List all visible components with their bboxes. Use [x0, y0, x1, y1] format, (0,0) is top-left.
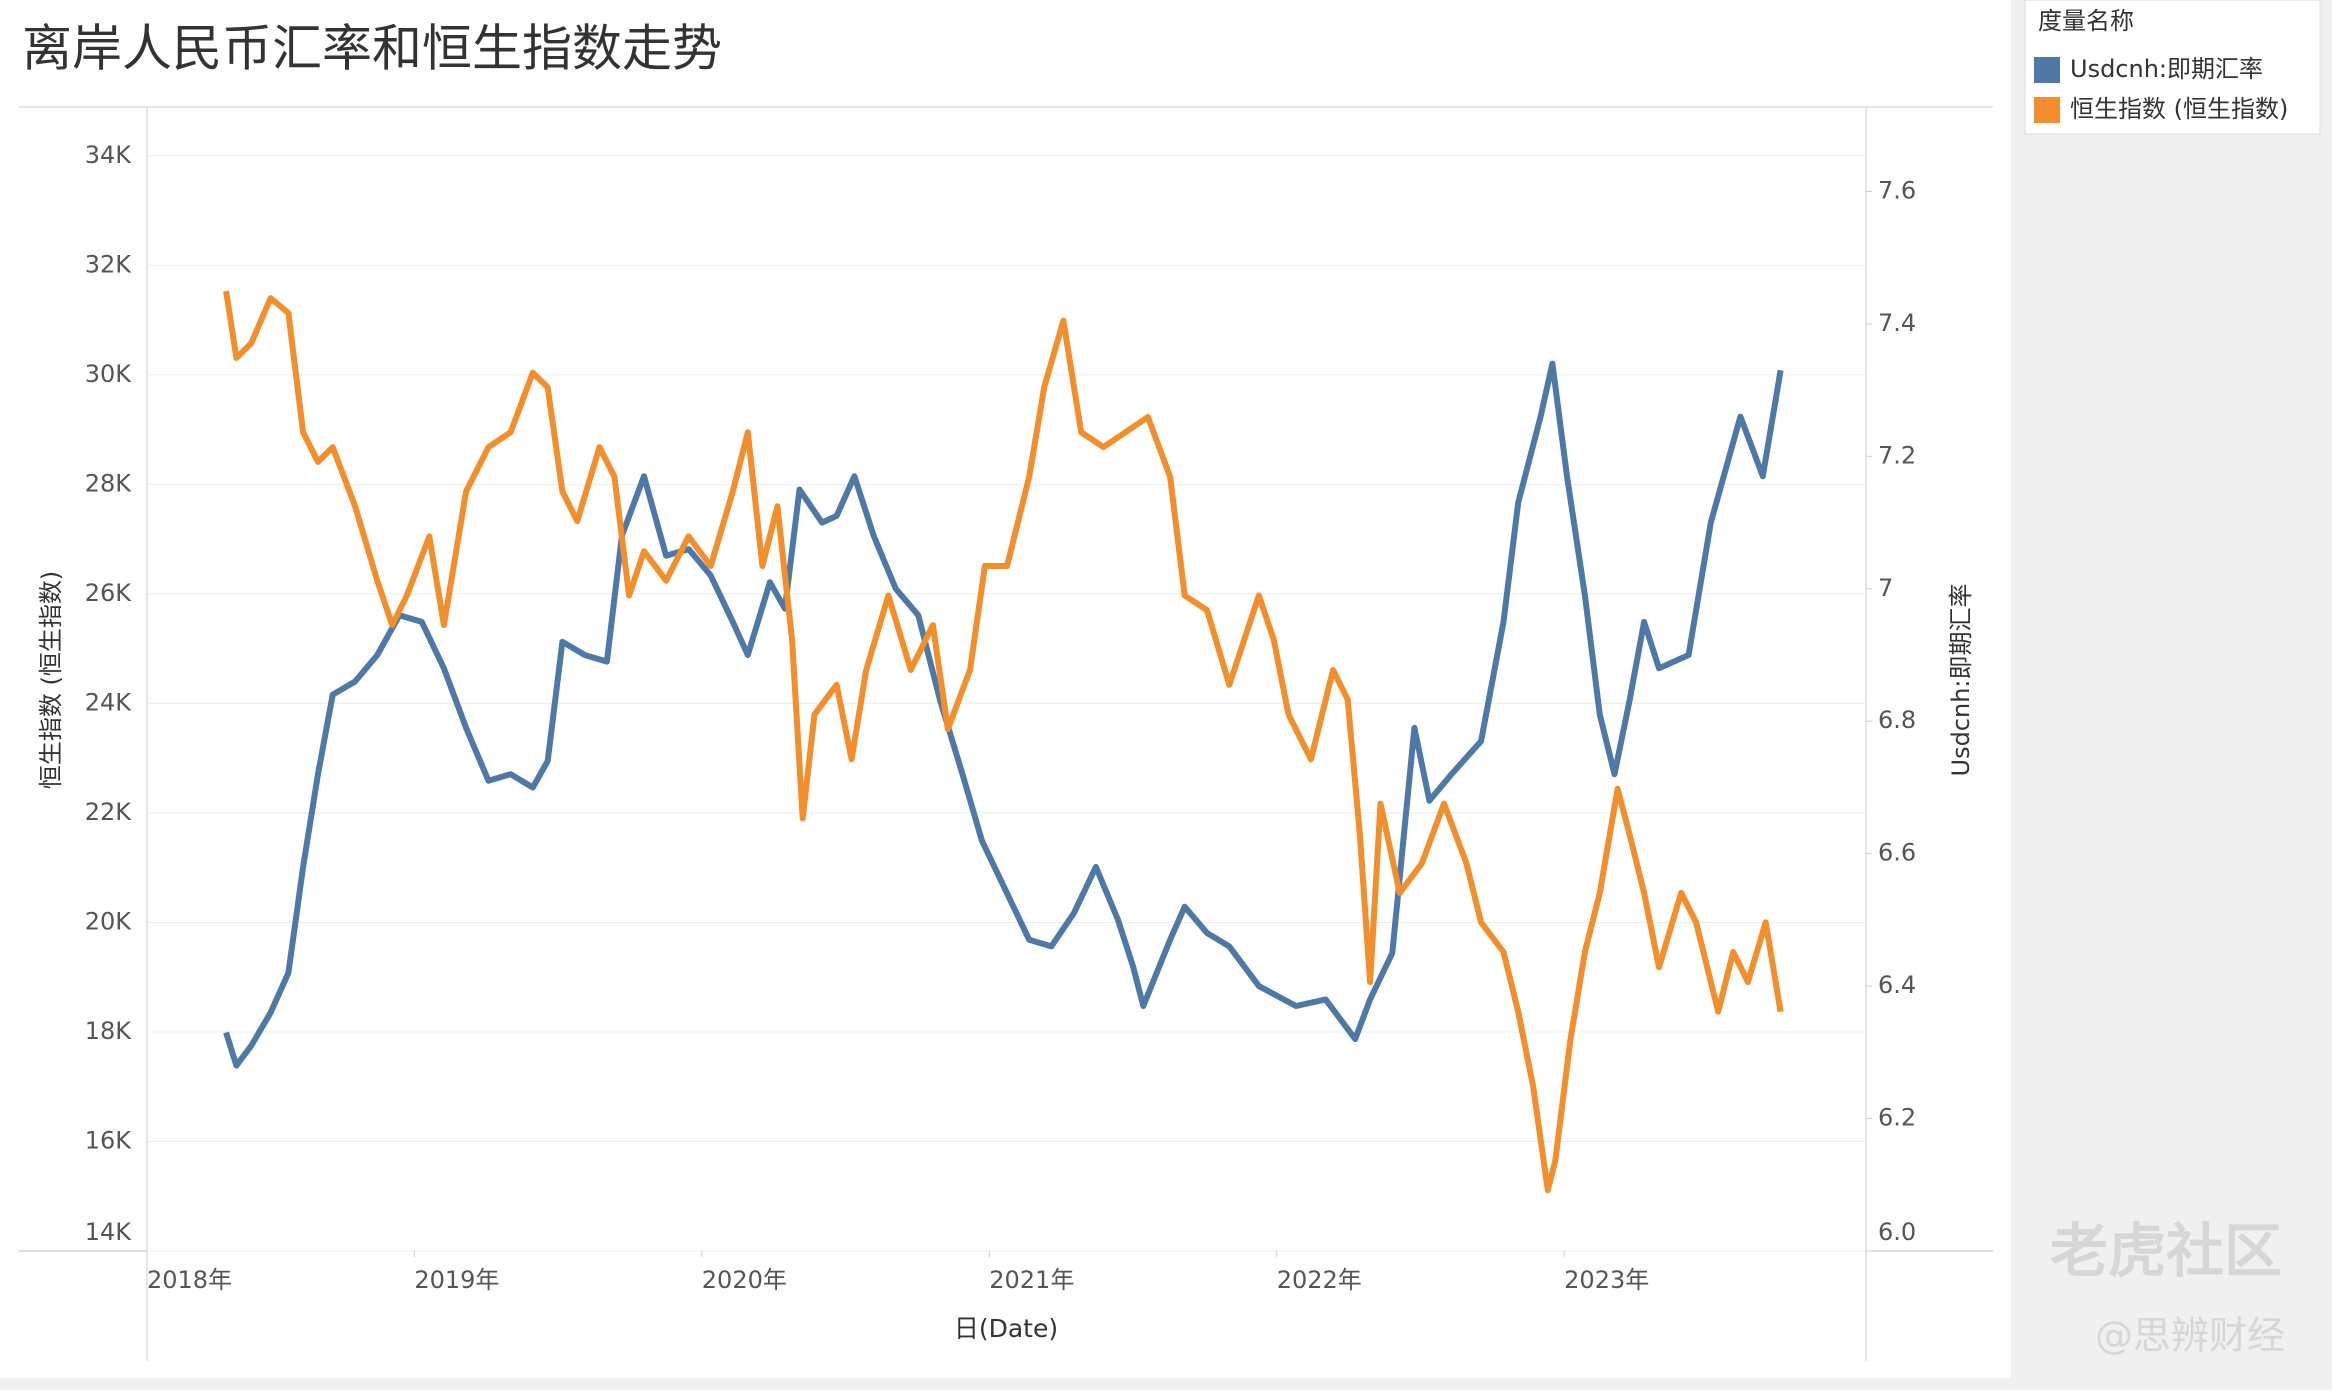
- watermark: 老虎社区: [2050, 1217, 2282, 1285]
- y2-tick-label: 7.2: [1878, 441, 1916, 469]
- chart-title: 离岸人民币汇率和恒生指数走势: [22, 20, 722, 78]
- x-tick-label: 2018年: [147, 1266, 232, 1294]
- y2-tick-label: 7: [1878, 574, 1893, 602]
- legend-label: 恒生指数 (恒生指数): [2070, 95, 2288, 123]
- y-tick-label: 26K: [85, 579, 133, 607]
- y2-tick-label: 7.4: [1878, 309, 1916, 337]
- x-tick-label: 2020年: [702, 1266, 787, 1294]
- y2-tick-label: 6.0: [1878, 1218, 1916, 1246]
- y2-tick-label: 6.6: [1878, 839, 1916, 867]
- y2-tick-label: 6.4: [1878, 971, 1916, 999]
- y2-axis-title: Usdcnh:即期汇率: [1947, 583, 1975, 776]
- y-tick-label: 22K: [85, 798, 133, 826]
- y-tick-label: 28K: [85, 469, 133, 497]
- y-tick-label: 24K: [85, 688, 133, 716]
- y-tick-label: 34K: [85, 141, 133, 169]
- y-tick-label: 14K: [85, 1218, 133, 1246]
- legend-label: Usdcnh:即期汇率: [2070, 55, 2263, 83]
- y-tick-label: 32K: [85, 250, 133, 278]
- x-tick-label: 2019年: [414, 1266, 499, 1294]
- legend-title: 度量名称: [2038, 7, 2134, 35]
- x-tick-label: 2023年: [1564, 1266, 1649, 1294]
- line-series: [223, 290, 1784, 1194]
- legend-swatch: [2034, 57, 2060, 83]
- legend-swatch: [2034, 97, 2060, 123]
- x-tick-label: 2022年: [1277, 1266, 1362, 1294]
- y-tick-label: 18K: [85, 1017, 133, 1045]
- y2-tick-label: 7.6: [1878, 176, 1916, 204]
- y-tick-label: 30K: [85, 360, 133, 388]
- y-tick-label: 16K: [85, 1126, 133, 1154]
- y-axis-title: 恒生指数 (恒生指数): [37, 571, 65, 789]
- side-panel: [2011, 0, 2332, 1390]
- y2-tick-label: 6.2: [1878, 1104, 1916, 1132]
- x-tick-label: 2021年: [989, 1266, 1074, 1294]
- watermark: @思辨财经: [2095, 1314, 2285, 1358]
- y2-tick-label: 6.8: [1878, 706, 1916, 734]
- x-axis-title: 日(Date): [954, 1314, 1058, 1343]
- bottom-strip: [0, 1378, 2011, 1390]
- legend-box: [2024, 0, 2321, 135]
- y-tick-label: 20K: [85, 907, 133, 935]
- line-series: [223, 360, 1784, 1069]
